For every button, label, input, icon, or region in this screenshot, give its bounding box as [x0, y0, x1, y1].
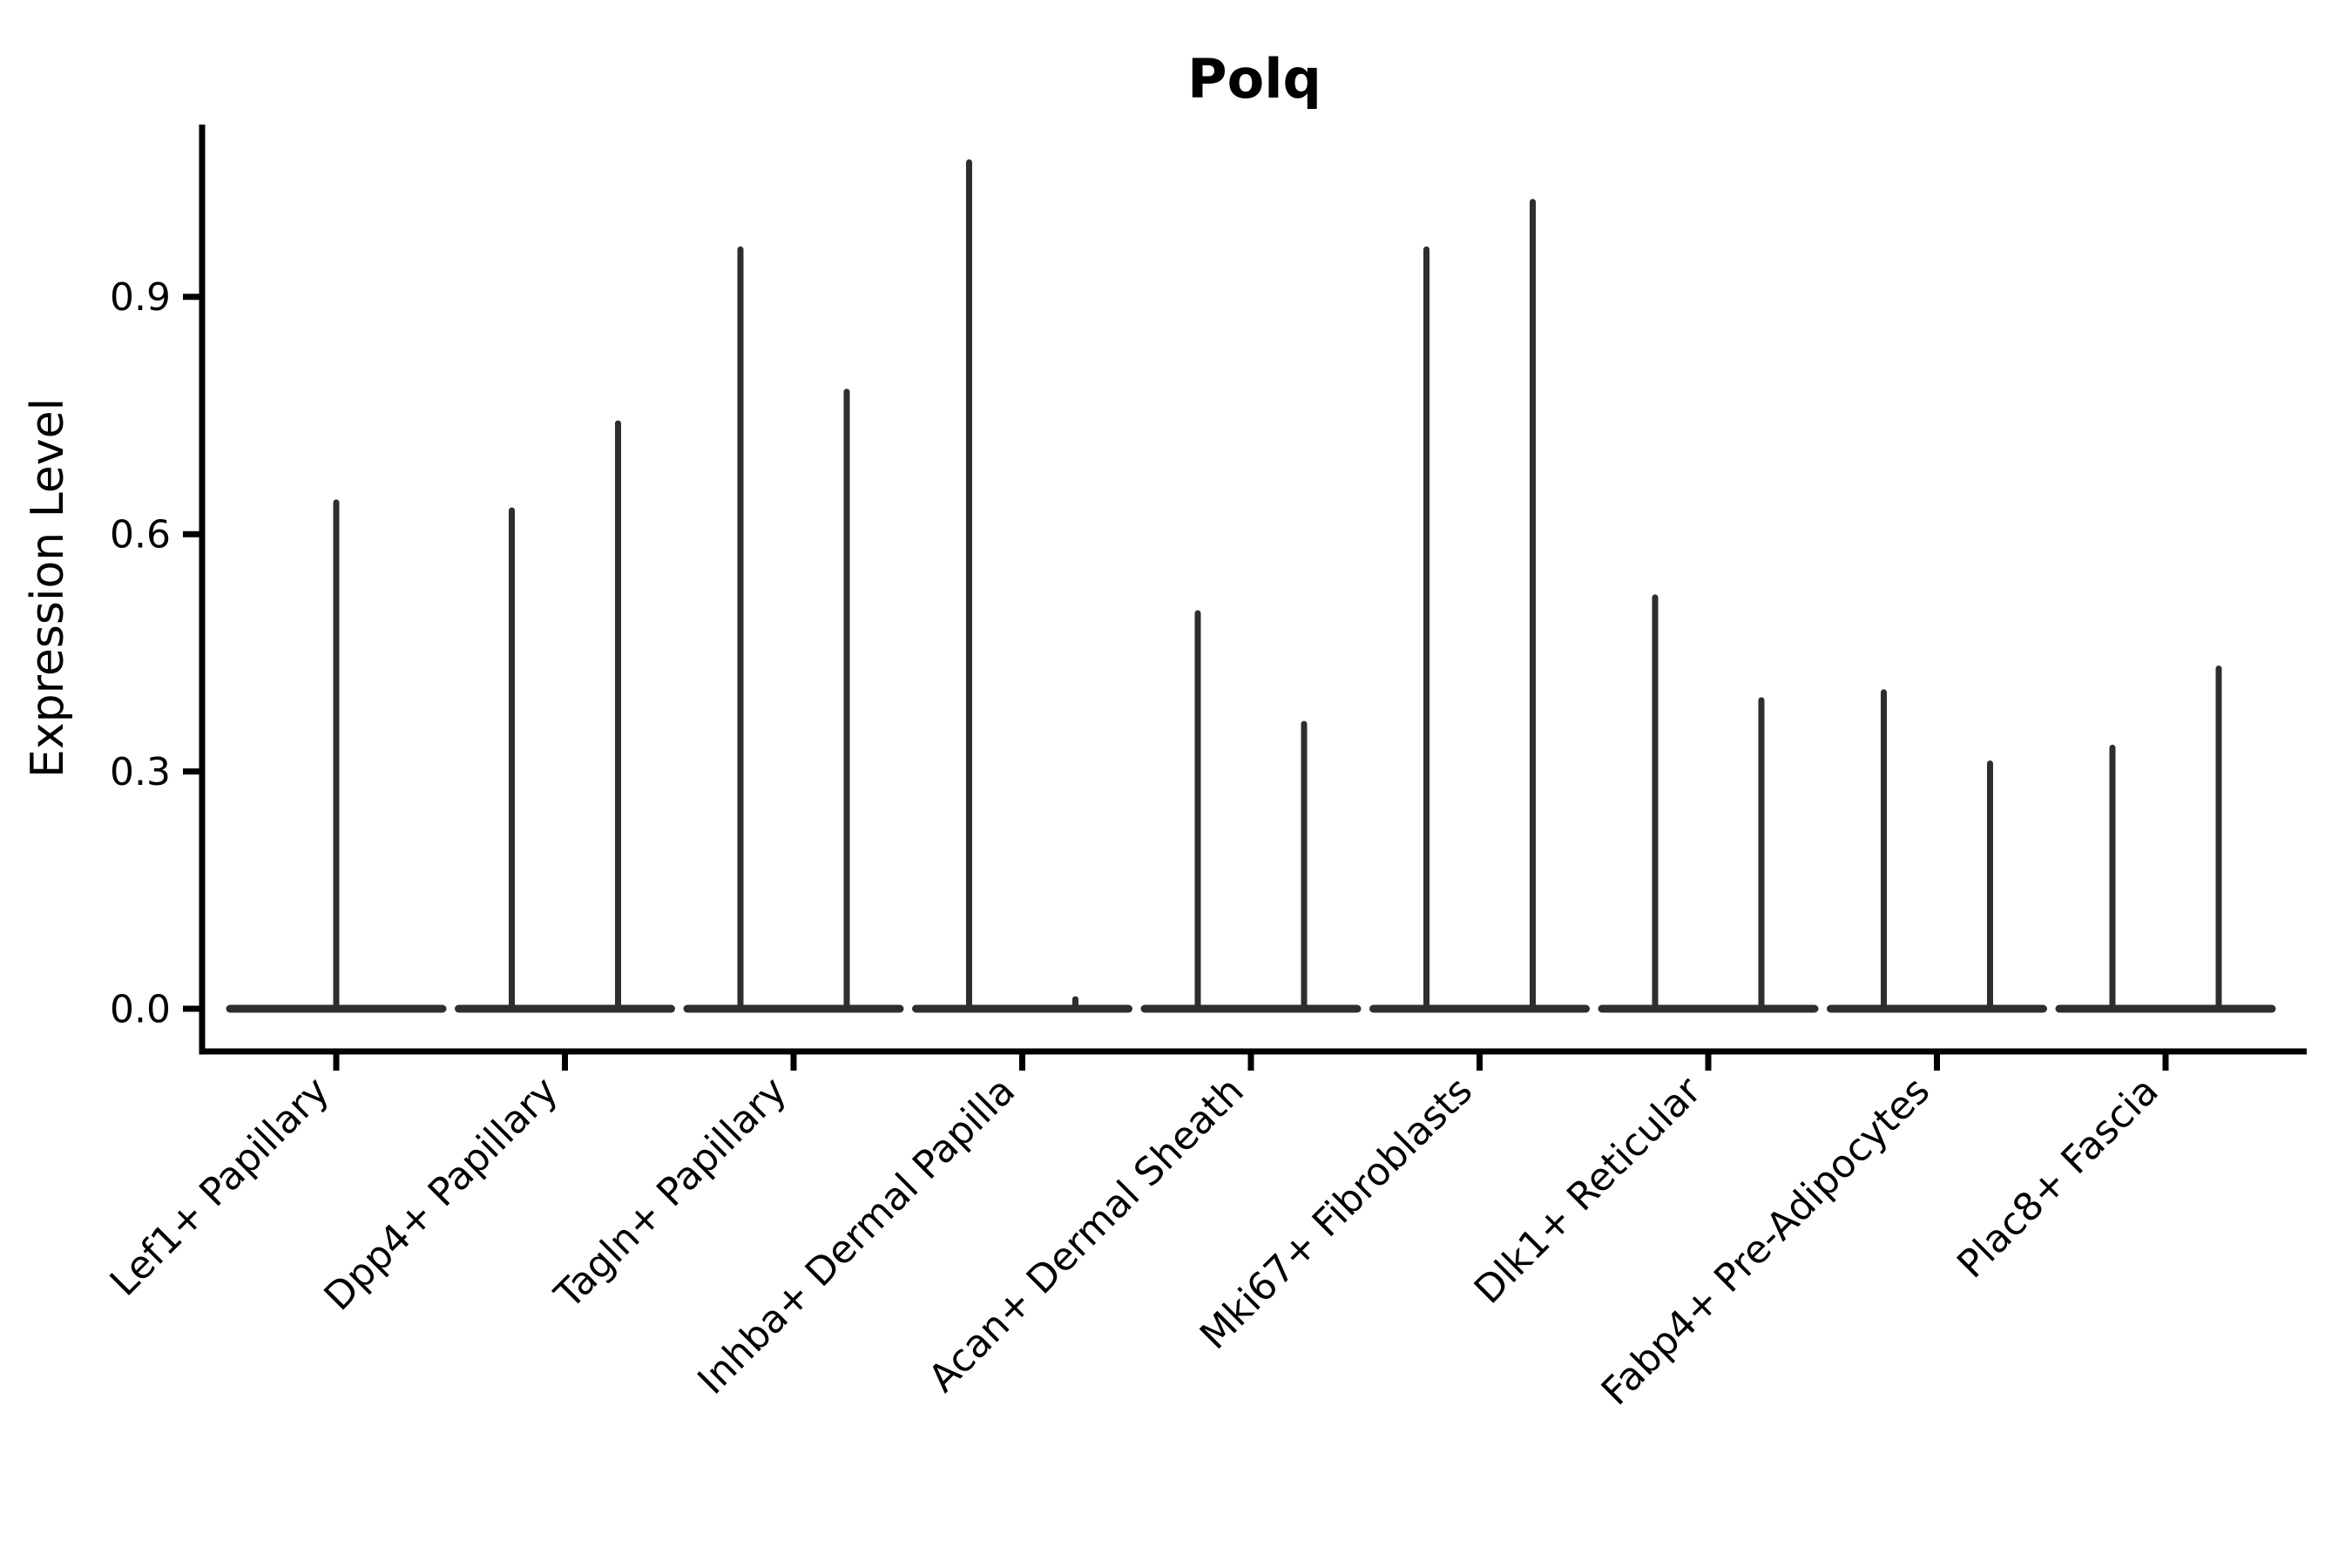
violin-group — [455, 420, 675, 1013]
violin-group — [226, 499, 447, 1013]
x-tick-label: Plac8+ Fascia — [1949, 1069, 2167, 1288]
y-axis-label: Expression Level — [22, 398, 74, 778]
y-tick-label: 0.0 — [110, 987, 171, 1031]
violin-group — [683, 246, 904, 1013]
y-tick-label: 0.9 — [110, 275, 171, 320]
x-tick-label: Dpp4+ Papillary — [316, 1069, 567, 1320]
violins — [226, 159, 2276, 1013]
x-tick-label: Tagln+ Papillary — [546, 1069, 795, 1318]
violin-group — [2055, 666, 2276, 1013]
violin-group — [1140, 610, 1362, 1013]
y-tick-label: 0.6 — [110, 513, 171, 558]
chart-title: Polq — [1187, 47, 1321, 111]
violin-group — [1598, 594, 1819, 1013]
y-tick-label: 0.3 — [110, 750, 171, 794]
x-tick-label: Dlk1+ Reticular — [1466, 1068, 1711, 1313]
violin-group — [912, 159, 1132, 1013]
x-tick-label: Lef1+ Papillary — [102, 1069, 338, 1305]
violin-group — [1827, 689, 2047, 1013]
violin-group — [1369, 199, 1590, 1013]
